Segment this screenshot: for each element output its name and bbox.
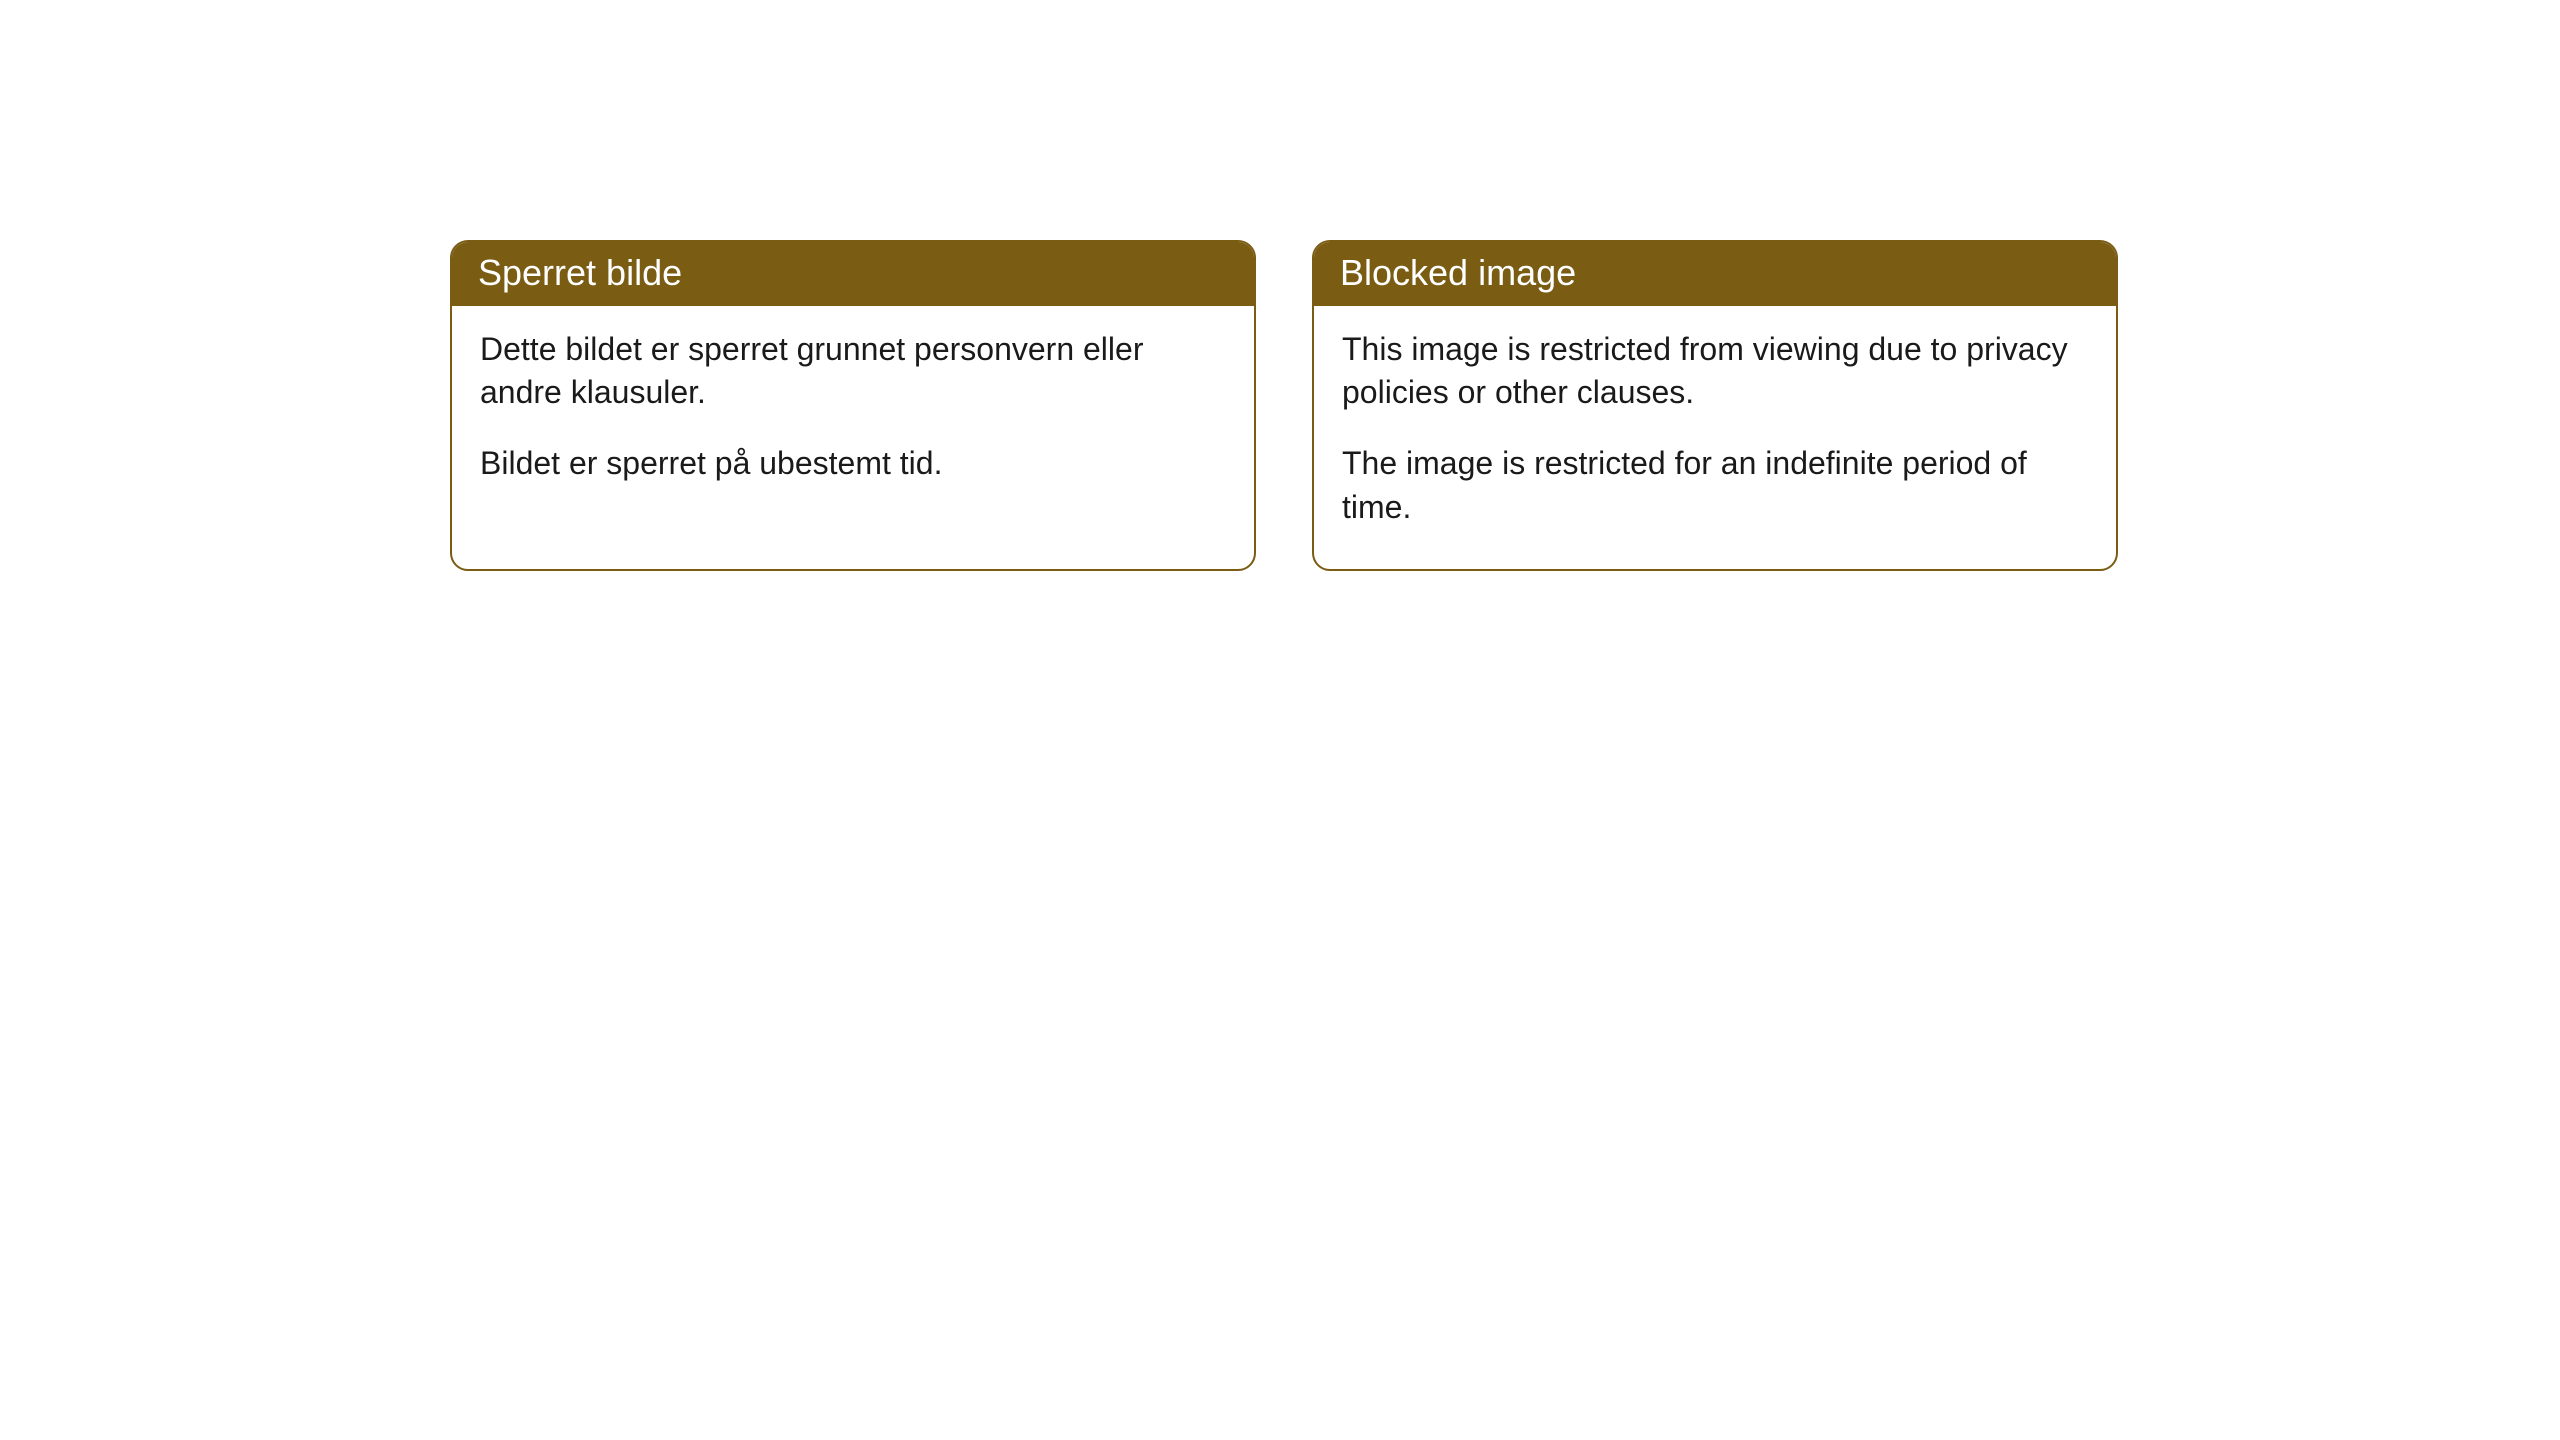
card-paragraph: Dette bildet er sperret grunnet personve…: [480, 328, 1226, 414]
card-body: This image is restricted from viewing du…: [1314, 306, 2116, 569]
notice-card-norwegian: Sperret bilde Dette bildet er sperret gr…: [450, 240, 1256, 571]
card-header: Sperret bilde: [452, 242, 1254, 306]
notice-cards-container: Sperret bilde Dette bildet er sperret gr…: [450, 240, 2560, 571]
card-title: Sperret bilde: [478, 252, 682, 293]
card-body: Dette bildet er sperret grunnet personve…: [452, 306, 1254, 526]
card-header: Blocked image: [1314, 242, 2116, 306]
card-paragraph: This image is restricted from viewing du…: [1342, 328, 2088, 414]
card-title: Blocked image: [1340, 252, 1576, 293]
card-paragraph: The image is restricted for an indefinit…: [1342, 442, 2088, 528]
card-paragraph: Bildet er sperret på ubestemt tid.: [480, 442, 1226, 485]
notice-card-english: Blocked image This image is restricted f…: [1312, 240, 2118, 571]
